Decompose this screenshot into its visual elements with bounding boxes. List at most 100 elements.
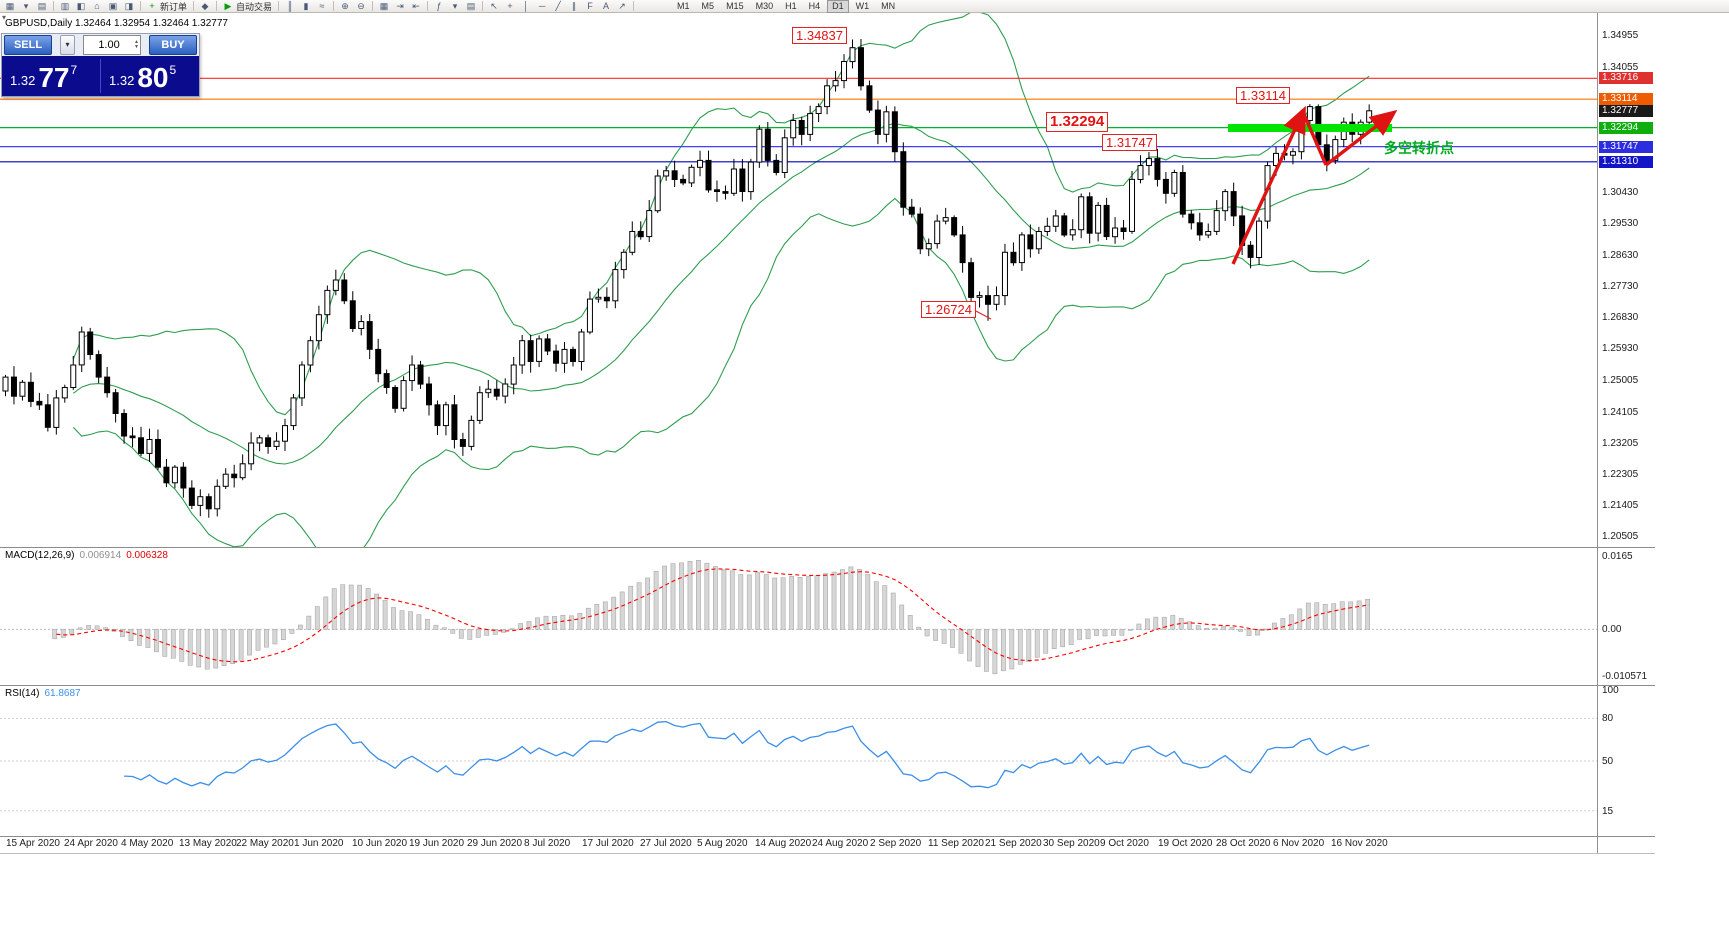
chart-shift-icon[interactable]: ⇤ (412, 0, 420, 11)
timeframe-w1[interactable]: W1 (855, 0, 870, 11)
volume-spinner[interactable]: ▲ ▼ (134, 39, 139, 50)
timeframe-d1[interactable]: D1 (827, 0, 849, 13)
order-options-button[interactable]: ▾ (60, 35, 75, 55)
date-label: 8 Jul 2020 (524, 838, 571, 849)
autotrading-icon[interactable]: ▶ (224, 0, 232, 11)
timeframe-m1[interactable]: M1 (677, 0, 690, 11)
macd-signal-line (56, 568, 1370, 663)
bid-ask-divider (100, 59, 101, 93)
line-chart-icon[interactable]: ≈ (319, 1, 325, 11)
price-scale[interactable]: 1.34955 1.34055 1.30430 1.29530 1.28630 1.277… (1599, 0, 1674, 939)
strategy-tester-icon[interactable]: ◨ (124, 0, 134, 11)
panel-separator[interactable] (0, 685, 1655, 686)
order-entry-row: SELL ▾ 1.00 ▲ ▼ BUY (2, 34, 199, 56)
vertical-line-icon[interactable]: │ (523, 1, 529, 11)
one-click-panel-toggle[interactable]: ▾ (2, 13, 7, 22)
metaeditor-icon[interactable]: ◆ (201, 0, 209, 11)
timeframe-mn[interactable]: MN (881, 0, 896, 11)
periods-icon[interactable]: ▾ (452, 0, 458, 11)
channel-icon[interactable]: ∥ (571, 0, 577, 11)
price-scale-label: 1.29530 (1602, 218, 1639, 229)
arrow-tools-icon[interactable]: ↗ (618, 0, 626, 11)
date-label: 9 Oct 2020 (1100, 838, 1149, 849)
timeframe-m30[interactable]: M30 (755, 0, 774, 11)
timeframe-h1[interactable]: H1 (785, 0, 797, 11)
toolbar-separator (193, 1, 195, 11)
data-window-icon[interactable]: ◧ (76, 0, 86, 11)
price-annotation[interactable]: 1.26724 (921, 301, 976, 318)
price-annotation[interactable]: 1.34837 (792, 27, 847, 44)
chinese-annotation[interactable]: 多空转折点 (1384, 140, 1454, 156)
price-annotation[interactable]: 1.33114 (1236, 87, 1291, 104)
horizontal-line-icon[interactable]: ─ (538, 1, 546, 11)
candles-chart-icon[interactable]: ▮ (303, 0, 309, 11)
macd-label: MACD(12,26,9) 0.006914 0.006328 (5, 550, 168, 561)
bars-chart-icon[interactable]: ║ (286, 1, 294, 11)
cursor-icon[interactable]: ↖ (490, 0, 498, 11)
autotrading-label[interactable]: 自动交易 (236, 1, 273, 12)
timeframe-h4[interactable]: H4 (808, 0, 821, 11)
auto-scroll-icon[interactable]: ⇥ (396, 0, 404, 11)
trendline-icon[interactable]: ╱ (555, 0, 561, 11)
price-scale-label: 1.34955 (1602, 30, 1639, 41)
panel-separator[interactable] (0, 547, 1655, 548)
fibonacci-icon[interactable]: F (587, 1, 593, 11)
rsi-name: RSI(14) (5, 688, 40, 699)
price-scale-border (1597, 13, 1598, 853)
new-order-icon[interactable]: + (149, 1, 155, 11)
date-label: 5 Aug 2020 (697, 838, 748, 849)
profiles-icon[interactable]: ▤ (37, 0, 47, 11)
timeframe-m15[interactable]: M15 (726, 0, 744, 11)
axis-bottom-border (0, 853, 1655, 854)
templates-icon[interactable]: ▤ (466, 0, 476, 11)
macd-scale-label: 0.0165 (1602, 551, 1633, 562)
market-watch-icon[interactable]: ▥ (60, 0, 70, 11)
price-annotation[interactable]: 1.31747 (1102, 134, 1157, 151)
timeframe-m5[interactable]: M5 (701, 0, 715, 11)
candles (2, 39, 1373, 518)
crosshair-icon[interactable]: + (507, 1, 513, 11)
date-label: 29 Jun 2020 (467, 838, 523, 849)
rsi-scale-label: 80 (1602, 713, 1614, 724)
text-icon[interactable]: A (603, 1, 610, 11)
ask-price-sup: 5 (169, 63, 177, 77)
terminal-icon[interactable]: ▣ (108, 0, 118, 11)
macd-panel[interactable] (0, 548, 1597, 685)
price-annotation[interactable]: 1.32294 (1046, 112, 1109, 132)
macd-histogram (52, 560, 1370, 675)
price-scale-label: 1.34055 (1602, 62, 1639, 73)
toolbar-separator (427, 1, 429, 11)
date-label: 1 Jun 2020 (294, 838, 344, 849)
price-tag: 1.31310 (1599, 156, 1653, 168)
toolbar-separator (333, 1, 335, 11)
navigator-icon[interactable]: ⌂ (94, 1, 100, 11)
macd-signal-value: 0.006328 (126, 550, 168, 561)
main-price-chart[interactable] (0, 13, 1597, 547)
new-order-label[interactable]: 新订单 (160, 1, 188, 12)
sell-button[interactable]: SELL (4, 35, 52, 55)
price-tag: 1.31747 (1599, 141, 1653, 153)
toolbar-separator (633, 1, 635, 11)
new-chart-icon[interactable]: ▦ (5, 0, 15, 11)
date-label: 14 Aug 2020 (755, 838, 812, 849)
horizontal-levels[interactable] (0, 77, 1597, 163)
zoom-out-icon[interactable]: ⊖ (357, 0, 365, 11)
time-axis[interactable]: 15 Apr 2020 24 Apr 2020 4 May 2020 13 May 2… (0, 838, 1597, 852)
bid-price[interactable]: 1.32 77 7 (2, 56, 100, 96)
tile-windows-icon[interactable]: ▦ (379, 0, 389, 11)
zoom-in-icon[interactable]: ⊕ (341, 0, 349, 11)
ask-price[interactable]: 1.32 80 5 (101, 56, 199, 96)
rsi-panel[interactable] (0, 686, 1597, 836)
buy-button[interactable]: BUY (149, 35, 197, 55)
trend-arrows[interactable] (1231, 105, 1398, 265)
chart-list-icon[interactable]: ▾ (23, 0, 29, 11)
price-scale-label: 1.30430 (1602, 187, 1639, 198)
price-tag: 1.32777 (1599, 105, 1653, 117)
indicators-icon[interactable]: ƒ (436, 1, 442, 11)
date-label: 11 Sep 2020 (928, 838, 984, 849)
chart-ohlc-header: GBPUSD,Daily 1.32464 1.32954 1.32464 1.3… (5, 18, 228, 29)
volume-value[interactable]: 1.00 (98, 39, 120, 51)
date-label: 21 Sep 2020 (985, 838, 1042, 849)
volume-input[interactable]: 1.00 ▲ ▼ (83, 35, 141, 55)
